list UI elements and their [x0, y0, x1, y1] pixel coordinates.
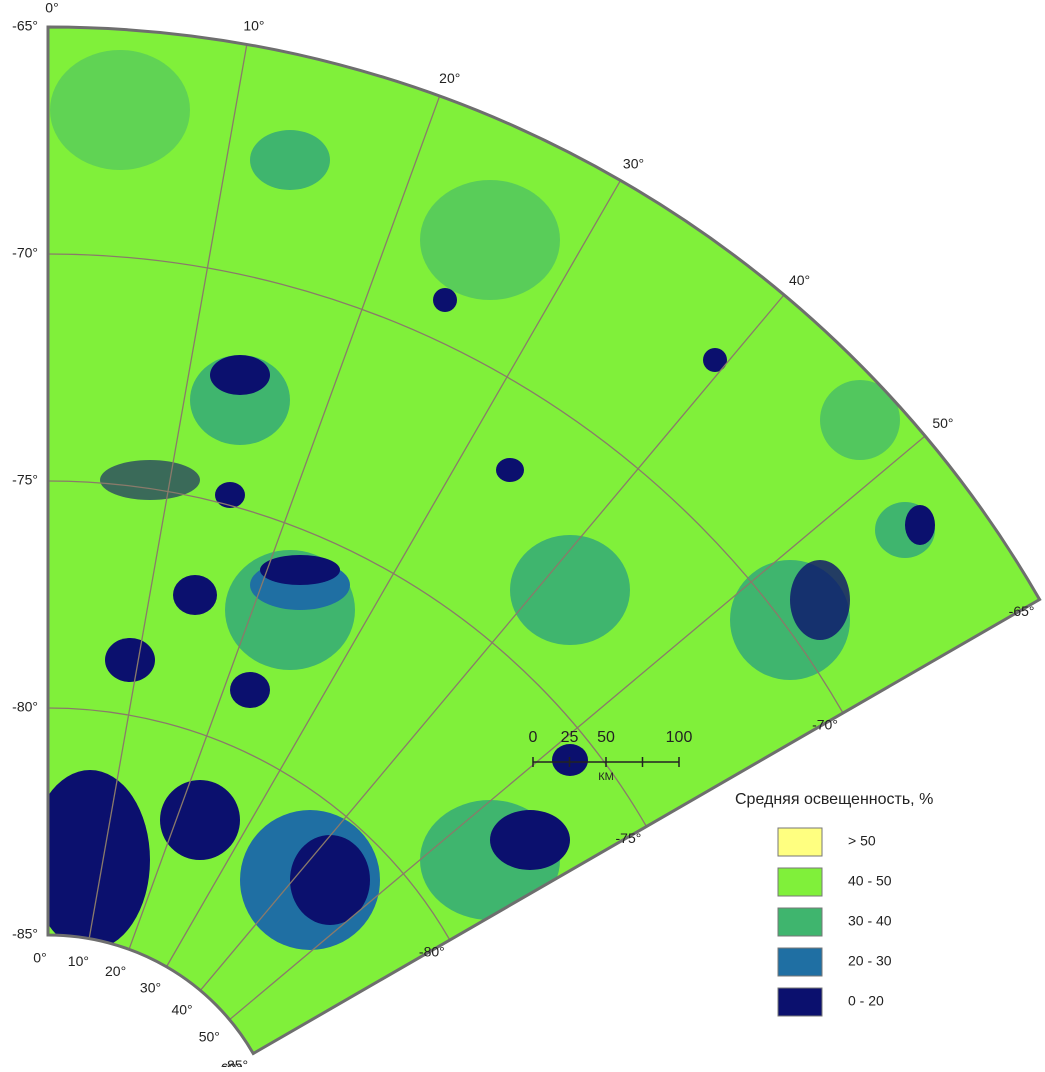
meridian-label-bottom: 10°: [68, 953, 89, 969]
legend-title: Средняя освещенность, %: [735, 791, 933, 808]
legend: > 50 40 - 50 30 - 40 20 - 30 0 - 20: [778, 828, 892, 1016]
legend-label: 30 - 40: [848, 913, 892, 929]
scale-unit: КМ: [598, 771, 614, 783]
parallel-label-left: -85°: [12, 926, 38, 942]
parallel-label-left: -70°: [12, 245, 38, 261]
legend-swatch: [778, 828, 822, 856]
legend-label: 20 - 30: [848, 953, 892, 969]
parallel-label-right: -75°: [616, 830, 642, 846]
meridian-label-top: 10°: [243, 17, 264, 33]
meridian-label-top: 20°: [439, 70, 460, 86]
scale-tick-label: 100: [666, 729, 693, 746]
legend-label: 40 - 50: [848, 873, 892, 889]
parallel-label-right: -70°: [812, 717, 838, 733]
parallel-label-right: -65°: [1009, 603, 1035, 619]
parallel-label-left: -65°: [12, 18, 38, 34]
legend-swatch: [778, 948, 822, 976]
meridian-label-bottom: 20°: [105, 963, 126, 979]
scale-tick-label: 25: [561, 729, 579, 746]
parallel-label-right: -80°: [419, 944, 445, 960]
meridian-label-bottom: 50°: [199, 1029, 220, 1045]
scale-tick-label: 50: [597, 729, 615, 746]
meridian-label-top: 0°: [45, 0, 58, 16]
meridian-label-top: 50°: [932, 415, 953, 431]
meridian-label-bottom: 30°: [140, 979, 161, 995]
parallel-label-left: -80°: [12, 699, 38, 715]
scale-tick-label: 0: [529, 729, 538, 746]
meridian-label-top: 30°: [623, 156, 644, 172]
parallel-label-left: -75°: [12, 472, 38, 488]
meridian-label-bottom: 0°: [33, 950, 46, 966]
legend-swatch: [778, 988, 822, 1016]
meridian-label-bottom: 40°: [171, 1001, 192, 1017]
legend-swatch: [778, 908, 822, 936]
legend-label: > 50: [848, 833, 876, 849]
legend-swatch: [778, 868, 822, 896]
legend-label: 0 - 20: [848, 993, 884, 1009]
parallel-label-right: -85°: [222, 1057, 248, 1067]
meridian-label-top: 40°: [789, 272, 810, 288]
map: Средняя освещенность, % > 50 40 - 50 30 - …: [0, 0, 1045, 1067]
